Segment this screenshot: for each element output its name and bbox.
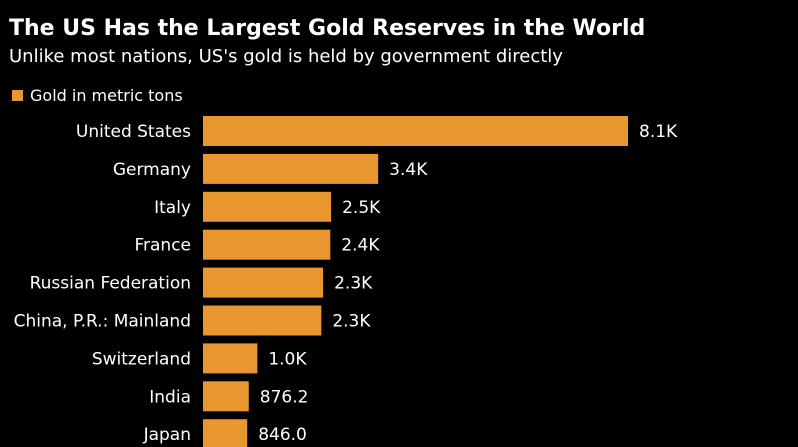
- category-label: Russian Federation: [30, 274, 191, 294]
- value-label: 2.5K: [342, 198, 381, 218]
- category-label: United States: [76, 122, 191, 142]
- value-label: 3.4K: [389, 160, 428, 180]
- bar: [203, 381, 249, 412]
- bar: [203, 191, 332, 222]
- value-label: 2.4K: [341, 236, 380, 256]
- category-label: Switzerland: [92, 349, 191, 369]
- value-label: 2.3K: [332, 312, 371, 332]
- chart-subtitle: Unlike most nations, US's gold is held b…: [9, 46, 563, 67]
- bar: [203, 229, 331, 260]
- legend: Gold in metric tons: [12, 86, 183, 105]
- bar: [203, 153, 379, 184]
- value-label: 8.1K: [639, 122, 678, 142]
- category-label: India: [149, 387, 191, 407]
- value-label: 846.0: [258, 425, 307, 445]
- value-label: 876.2: [260, 387, 309, 407]
- category-label: China, P.R.: Mainland: [14, 312, 191, 332]
- category-label: France: [134, 236, 191, 256]
- value-label: 2.3K: [334, 274, 373, 294]
- legend-label: Gold in metric tons: [30, 86, 183, 105]
- category-label: Germany: [113, 160, 191, 180]
- legend-swatch: [12, 90, 23, 101]
- value-label: 1.0K: [268, 349, 307, 369]
- bar: [203, 419, 248, 447]
- category-label: Italy: [154, 198, 191, 218]
- category-label: Japan: [143, 425, 191, 445]
- chart-title: The US Has the Largest Gold Reserves in …: [9, 16, 646, 41]
- bar: [203, 267, 324, 298]
- bar: [203, 305, 322, 336]
- bar: [203, 116, 628, 146]
- bar: [203, 343, 258, 374]
